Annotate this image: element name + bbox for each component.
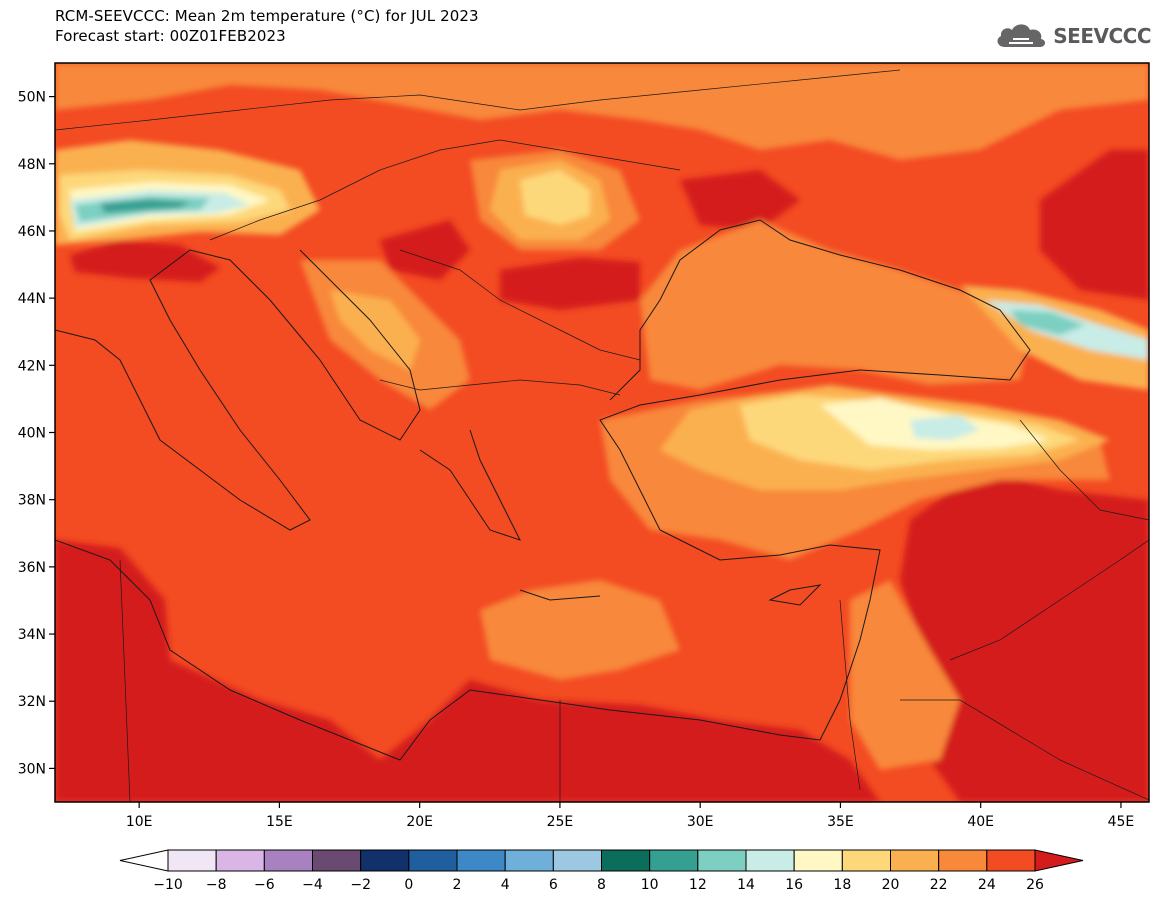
field-10-12-alps bbox=[100, 199, 190, 213]
colorbar-swatch bbox=[504, 849, 554, 872]
title-line-2: Forecast start: 00Z01FEB2023 bbox=[55, 27, 286, 45]
colorbar-label: 10 bbox=[641, 877, 659, 893]
field-22-24-aegean-sea bbox=[480, 580, 680, 680]
colorbar-swatch bbox=[552, 849, 602, 872]
country-borders bbox=[55, 69, 1149, 802]
colorbar-swatch bbox=[938, 849, 988, 872]
field-12-14-caucasus bbox=[1010, 310, 1085, 335]
title-line-1: RCM-SEEVCCC: Mean 2m temperature (°C) fo… bbox=[55, 7, 479, 25]
colorbar-label: −10 bbox=[153, 877, 183, 893]
colorbar-swatch bbox=[793, 849, 843, 872]
colorbar-swatch bbox=[456, 849, 506, 872]
field-over-26-africa bbox=[55, 540, 880, 802]
colorbar-swatch bbox=[697, 849, 747, 872]
colorbar-label: −4 bbox=[302, 877, 323, 893]
field-14-16-anatolia-east bbox=[910, 415, 980, 440]
colorbar-label: 14 bbox=[737, 877, 755, 893]
lat-tick-label: 44N bbox=[18, 291, 46, 307]
cloud-icon bbox=[997, 24, 1046, 47]
colorbar-label: 22 bbox=[930, 877, 948, 893]
colorbar-swatch bbox=[841, 849, 891, 872]
seevccc-logo: SEEVCCC bbox=[993, 16, 1151, 56]
lon-tick-label: 30E bbox=[687, 814, 714, 830]
colorbar-label: −2 bbox=[350, 877, 371, 893]
logo-text: SEEVCCC bbox=[1053, 24, 1151, 48]
lat-tick-label: 30N bbox=[18, 761, 46, 777]
colorbar-label: 26 bbox=[1026, 877, 1044, 893]
field-over-26-ukraine bbox=[680, 170, 800, 230]
lon-tick-label: 20E bbox=[406, 814, 433, 830]
colorbar-label: 2 bbox=[453, 877, 462, 893]
lon-tick-label: 45E bbox=[1108, 814, 1135, 830]
coastlines bbox=[55, 219, 1031, 761]
field-over-26-arabia bbox=[900, 470, 1149, 802]
colorbar-swatch bbox=[745, 849, 795, 872]
lat-tick-label: 46N bbox=[18, 224, 46, 240]
longitude-axis: 10E 15E 20E 25E 30E 35E 40E 45E bbox=[126, 802, 1134, 830]
colorbar-label: −8 bbox=[206, 877, 227, 893]
colorbar-label: 20 bbox=[882, 877, 900, 893]
colorbar-swatch bbox=[312, 849, 362, 872]
colorbar-label: 16 bbox=[785, 877, 803, 893]
field-18-20-carpathians bbox=[520, 170, 590, 225]
field-22-24-north bbox=[55, 63, 1149, 160]
figure-title: RCM-SEEVCCC: Mean 2m temperature (°C) fo… bbox=[55, 6, 479, 46]
temperature-field bbox=[55, 63, 1149, 802]
colorbar-over-arrow bbox=[1034, 849, 1084, 872]
lat-tick-label: 42N bbox=[18, 358, 46, 374]
lon-tick-label: 40E bbox=[967, 814, 994, 830]
lat-tick-label: 32N bbox=[18, 694, 46, 710]
colorbar-under-arrow bbox=[119, 849, 169, 872]
colorbar-swatch bbox=[649, 849, 699, 872]
colorbar-label: 4 bbox=[501, 877, 510, 893]
colorbar-swatch bbox=[215, 849, 265, 872]
colorbar-label: −6 bbox=[254, 877, 275, 893]
colorbar-swatch bbox=[263, 849, 314, 872]
lon-tick-label: 10E bbox=[126, 814, 153, 830]
field-over-26-caspian bbox=[1040, 150, 1149, 300]
lat-tick-label: 36N bbox=[18, 560, 46, 576]
colorbar-label: 0 bbox=[404, 877, 413, 893]
colorbar-swatch bbox=[408, 849, 458, 872]
lon-tick-label: 35E bbox=[827, 814, 854, 830]
lat-tick-label: 40N bbox=[18, 426, 46, 442]
lon-tick-label: 25E bbox=[547, 814, 574, 830]
field-22-24-black-sea bbox=[640, 220, 1030, 390]
colorbar-swatch bbox=[360, 849, 410, 872]
lat-tick-label: 38N bbox=[18, 493, 46, 509]
colorbar-label: 24 bbox=[978, 877, 996, 893]
field-over-26-wallachia bbox=[500, 258, 640, 310]
field-22-24-levant bbox=[850, 580, 960, 770]
lat-tick-label: 34N bbox=[18, 627, 46, 643]
colorbar-swatch bbox=[601, 849, 651, 872]
lat-tick-label: 48N bbox=[18, 157, 46, 173]
colorbar-label: 8 bbox=[597, 877, 606, 893]
colorbar-swatch bbox=[986, 849, 1036, 872]
colorbar-swatch bbox=[167, 849, 217, 872]
colorbar-label: 6 bbox=[549, 877, 558, 893]
lon-tick-label: 15E bbox=[266, 814, 293, 830]
lat-tick-label: 50N bbox=[18, 90, 46, 106]
field-over-26-pannonia bbox=[380, 220, 470, 280]
field-20-22-dinarides bbox=[330, 290, 420, 370]
field-over-26-po bbox=[70, 240, 220, 282]
colorbar-swatch bbox=[890, 849, 940, 872]
latitude-axis: 30N 32N 34N 36N 38N 40N 42N 44N 46N 48N 50N bbox=[18, 90, 55, 777]
colorbar-label: 12 bbox=[689, 877, 707, 893]
colorbar-label: 18 bbox=[833, 877, 851, 893]
colorbar: −10 −8 −6 −4 −2 0 2 4 6 8 10 12 14 16 18 20 22 24 26 bbox=[119, 849, 1084, 893]
